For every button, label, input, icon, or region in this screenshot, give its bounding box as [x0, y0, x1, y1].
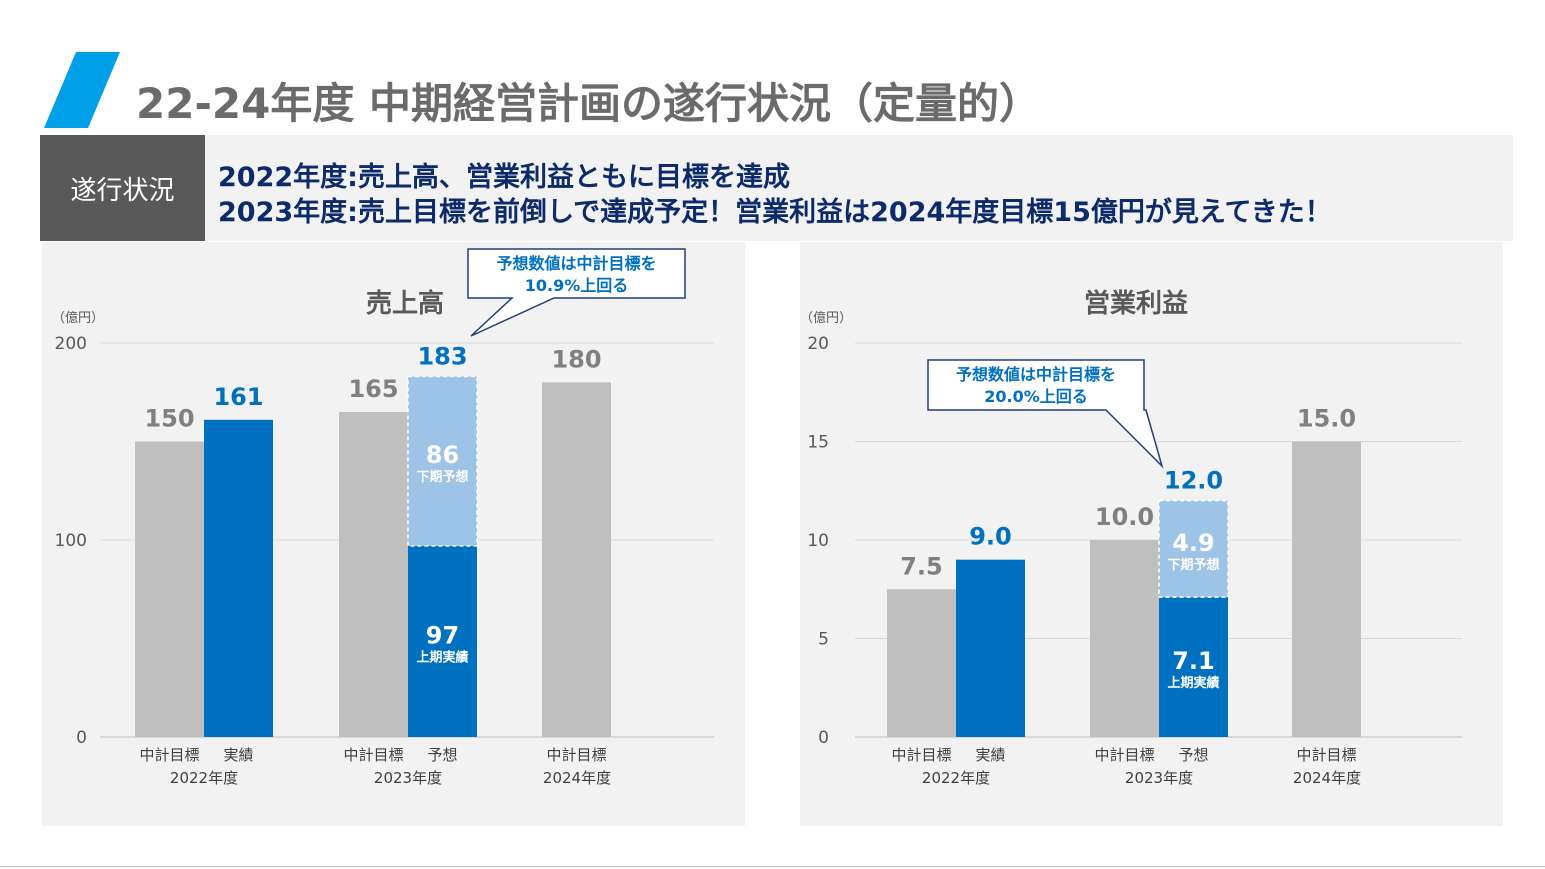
bar-value-label: 7.5 — [900, 552, 943, 580]
bar-value-label: 150 — [144, 405, 194, 433]
bar-value-label: 15.0 — [1297, 405, 1356, 433]
bar-actual — [956, 559, 1025, 737]
segment-value-label: 86 — [426, 441, 459, 469]
x-category-label: 中計目標 — [343, 746, 403, 764]
segment-name-label: 上期実績 — [1167, 675, 1219, 691]
y-tick-label: 5 — [818, 630, 829, 650]
bar-forecast-second-half — [1158, 499, 1229, 598]
segment-name-label: 下期予想 — [1167, 557, 1219, 573]
callout-text-line2: 10.9%上回る — [525, 276, 629, 295]
bar-target — [1292, 441, 1361, 737]
x-group-label: 2023年度 — [1125, 769, 1193, 787]
y-tick-label: 10 — [807, 531, 829, 551]
x-group-label: 2023年度 — [374, 769, 442, 787]
segment-name-label: 上期実績 — [416, 649, 468, 665]
bar-total-label: 183 — [417, 342, 467, 370]
bar-total-label: 12.0 — [1164, 467, 1223, 495]
x-category-label: 中計目標 — [546, 746, 606, 764]
bar-target — [339, 411, 408, 737]
bar-target — [542, 382, 611, 737]
sales-chart: 売上高 （億円） 0 100 200 150 中計目標 161 実績 2022年度 165 中計目標 9… — [52, 248, 714, 787]
operating-profit-chart-panel: 営業利益 （億円） 0 5 10 15 20 7.5 中計目標 9.0 実績 2022年度 10.0 中計… — [800, 242, 1503, 826]
bar-forecast-second-half — [407, 375, 478, 547]
chart-title: 営業利益 — [1084, 289, 1188, 319]
segment-value-label: 7.1 — [1172, 647, 1215, 675]
y-axis-unit-label: （億円） — [52, 310, 104, 326]
y-tick-label: 0 — [818, 728, 829, 748]
y-tick-label: 0 — [76, 728, 87, 748]
y-tick-label: 15 — [807, 433, 829, 453]
x-group-label: 2022年度 — [170, 769, 238, 787]
bar-target — [135, 441, 204, 737]
x-category-label: 中計目標 — [1094, 746, 1154, 764]
bar-actual — [204, 419, 273, 737]
status-banner — [40, 135, 1513, 241]
x-category-label: 実績 — [975, 746, 1005, 764]
x-group-label: 2022年度 — [922, 769, 990, 787]
callout-box — [467, 248, 686, 337]
sales-chart-panel: 売上高 （億円） 0 100 200 150 中計目標 161 実績 2022年度 165 中計目標 9… — [42, 242, 745, 826]
segment-name-label: 下期予想 — [416, 469, 468, 485]
status-line-2022: 2022年度:売上高、営業利益ともに目標を達成 — [218, 162, 790, 193]
status-line-2023: 2023年度:売上目標を前倒しで達成予定！営業利益は2024年度目標15億円が見… — [218, 197, 1332, 228]
status-label: 遂行状況 — [40, 135, 205, 241]
x-group-label: 2024年度 — [543, 769, 611, 787]
bar-target — [1090, 540, 1159, 737]
y-tick-label: 20 — [807, 334, 829, 354]
x-category-label: 予想 — [1178, 746, 1208, 764]
callout-text-line1: 予想数値は中計目標を — [956, 365, 1116, 384]
y-axis-unit-label: （億円） — [800, 310, 852, 326]
x-category-label: 中計目標 — [139, 746, 199, 764]
page-title: 22-24年度 中期経営計画の遂行状況（定量的） — [136, 79, 1041, 128]
callout-box — [927, 359, 1164, 469]
x-category-label: 中計目標 — [891, 746, 951, 764]
bar-value-label: 10.0 — [1095, 503, 1154, 531]
bar-actual-first-half — [408, 545, 477, 737]
x-category-label: 中計目標 — [1296, 746, 1356, 764]
bar-value-label: 161 — [213, 383, 263, 411]
bar-target — [887, 589, 956, 737]
x-category-label: 予想 — [427, 746, 457, 764]
chart-title: 売上高 — [366, 288, 444, 319]
bar-value-label: 9.0 — [969, 523, 1012, 551]
title-accent-slash — [44, 52, 120, 128]
footer-rule — [0, 866, 1545, 867]
x-category-label: 実績 — [223, 746, 253, 764]
callout-text-line2: 20.0%上回る — [984, 387, 1088, 406]
y-tick-label: 100 — [55, 531, 87, 551]
x-group-label: 2024年度 — [1293, 769, 1361, 787]
y-tick-label: 200 — [55, 334, 87, 354]
segment-value-label: 4.9 — [1172, 529, 1215, 557]
callout-text-line1: 予想数値は中計目標を — [496, 254, 656, 273]
bar-value-label: 165 — [348, 375, 398, 403]
segment-value-label: 97 — [426, 621, 459, 649]
bar-actual-first-half — [1159, 597, 1228, 737]
operating-profit-chart: 営業利益 （億円） 0 5 10 15 20 7.5 中計目標 9.0 実績 2022年度 10.0 中計… — [800, 289, 1462, 787]
bar-value-label: 180 — [551, 345, 601, 373]
